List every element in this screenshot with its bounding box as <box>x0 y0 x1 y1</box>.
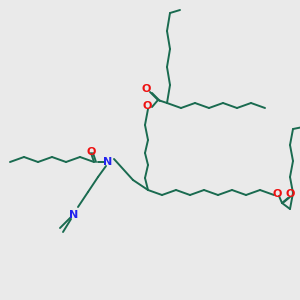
Text: O: O <box>86 147 96 157</box>
Text: O: O <box>285 189 295 199</box>
Text: O: O <box>142 101 152 111</box>
Text: O: O <box>141 84 151 94</box>
Text: N: N <box>69 210 79 220</box>
Text: N: N <box>103 157 112 167</box>
Text: O: O <box>272 189 282 199</box>
